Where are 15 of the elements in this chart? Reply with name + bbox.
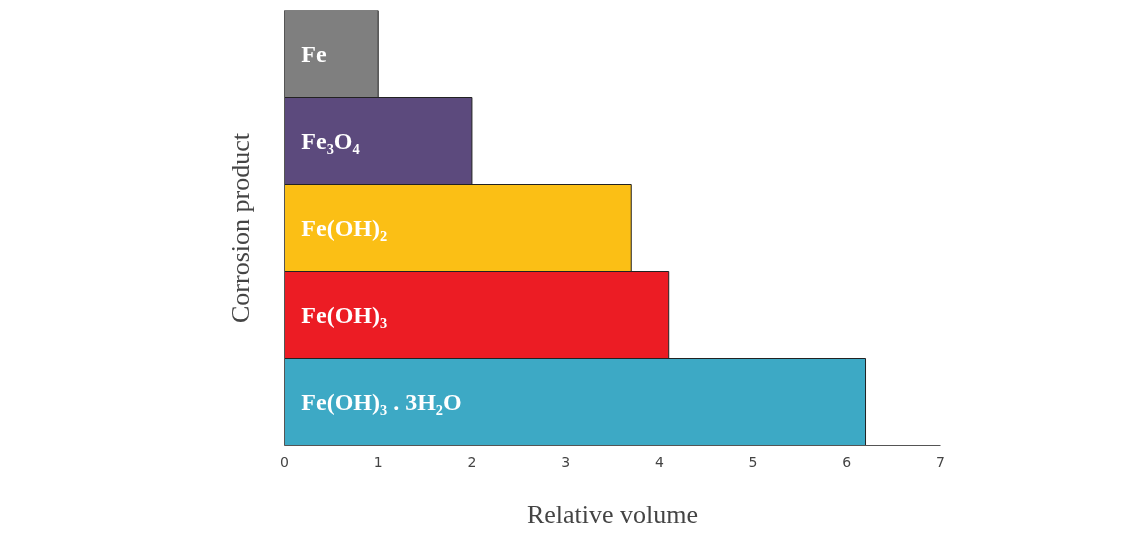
x-tick-label: 5 bbox=[748, 453, 758, 470]
x-axis-title: Relative volume bbox=[526, 499, 699, 529]
x-tick-label: 3 bbox=[561, 453, 571, 470]
y-tick-label: Fe₃O₄ bbox=[301, 128, 360, 154]
y-tick-label: Fe(OH)₃ bbox=[301, 302, 388, 328]
x-tick-label: 0 bbox=[280, 453, 289, 470]
y-tick-label: Fe bbox=[301, 41, 328, 67]
y-tick-label: Fe(OH)₂ bbox=[301, 215, 388, 241]
x-tick-label: 6 bbox=[842, 453, 852, 470]
x-tick-label: 7 bbox=[936, 453, 945, 470]
x-tick-label: 2 bbox=[467, 453, 477, 470]
y-tick-label: Fe(OH)₃ . 3H₂O bbox=[301, 389, 462, 415]
y-axis-title: Corrosion product bbox=[225, 132, 255, 323]
x-tick-label: 4 bbox=[654, 453, 664, 470]
x-tick-label: 1 bbox=[373, 453, 383, 470]
